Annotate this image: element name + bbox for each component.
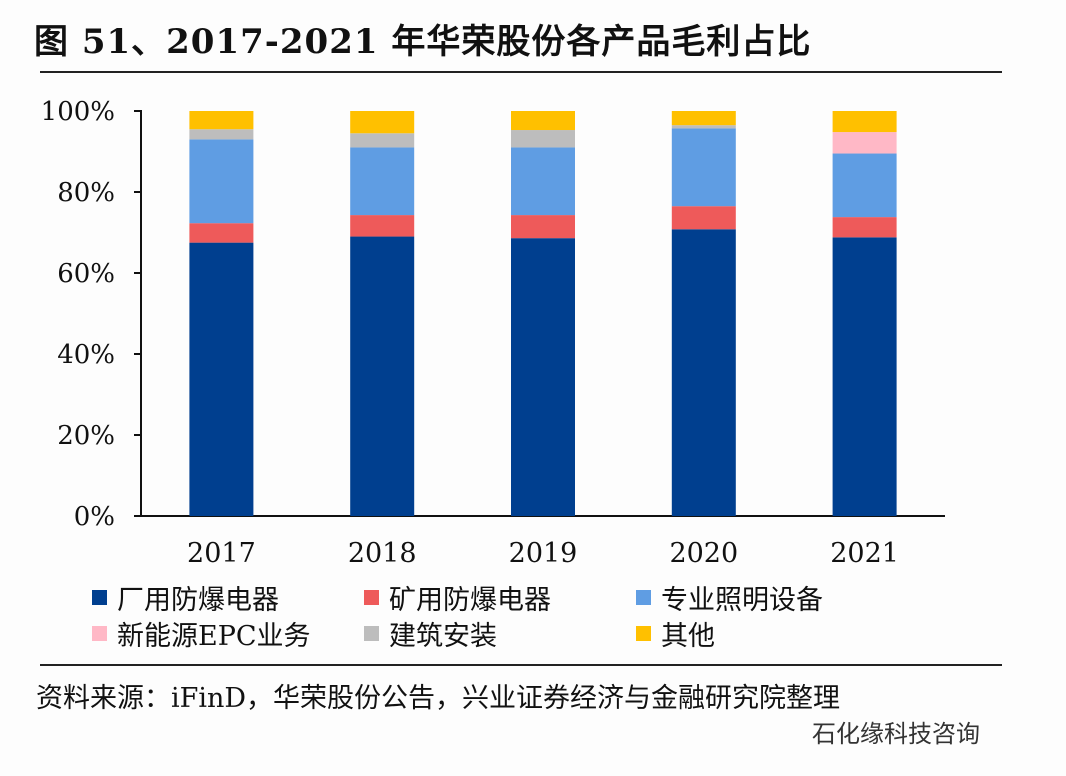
legend-item: 专业照明设备 <box>636 578 823 617</box>
legend-swatch <box>92 626 107 641</box>
bar-segment-2017-0 <box>189 242 254 516</box>
legend-item: 新能源EPC业务 <box>92 614 311 653</box>
legend-item: 矿用防爆电器 <box>364 578 551 617</box>
bar-segment-2017-2 <box>189 139 254 224</box>
legend-item: 其他 <box>636 614 715 653</box>
bar-segment-2018-5 <box>350 111 415 134</box>
bar-segment-2020-0 <box>671 229 736 516</box>
bar-segment-2019-2 <box>511 147 575 216</box>
bar-segment-2017-5 <box>189 111 254 130</box>
legend-item: 建筑安装 <box>364 614 497 653</box>
bar-segment-2020-4 <box>671 125 736 129</box>
y-tick-label: 80% <box>57 178 115 208</box>
bar-segment-2018-0 <box>350 236 415 517</box>
source-divider <box>40 664 1002 666</box>
watermark: 石化缘科技咨询 <box>812 720 980 748</box>
bar-segment-2019-5 <box>511 111 575 131</box>
y-tick-label: 40% <box>57 340 115 370</box>
source-note: 资料来源：iFinD，华荣股份公告，兴业证券经济与金融研究院整理 <box>36 683 841 714</box>
bar-segment-2020-1 <box>671 206 736 230</box>
bar-segment-2018-1 <box>350 215 415 237</box>
bar-segment-2020-2 <box>671 128 736 207</box>
legend-label: 厂用防爆电器 <box>117 585 279 616</box>
y-tick-label: 100% <box>41 97 115 127</box>
x-tick-label: 2020 <box>669 538 738 569</box>
legend-label: 其他 <box>661 621 715 652</box>
bar-segment-2017-4 <box>189 129 254 140</box>
x-tick-label: 2019 <box>509 538 578 569</box>
title-divider <box>40 71 1002 73</box>
legend-item: 厂用防爆电器 <box>92 578 279 617</box>
bar-segment-2017-1 <box>189 223 254 243</box>
legend-swatch <box>364 590 379 605</box>
x-tick-label: 2021 <box>830 538 899 569</box>
y-tick-label: 20% <box>57 421 115 451</box>
bar-segment-2021-0 <box>832 237 897 517</box>
legend-swatch <box>364 626 379 641</box>
chart-title: 图 51、2017-2021 年华荣股份各产品毛利占比 <box>34 22 812 62</box>
legend-swatch <box>92 590 107 605</box>
legend-label: 矿用防爆电器 <box>389 585 551 616</box>
bar-segment-2018-2 <box>350 147 415 216</box>
bar-segment-2019-1 <box>511 215 575 239</box>
bar-segment-2019-0 <box>511 238 575 517</box>
legend-label: 专业照明设备 <box>661 585 823 616</box>
bar-segment-2018-4 <box>350 133 415 148</box>
bar-segment-2021-2 <box>832 153 897 218</box>
y-tick-label: 0% <box>74 502 115 532</box>
bar-segment-2021-3 <box>832 132 897 154</box>
bar-segment-2021-5 <box>832 111 897 133</box>
legend-label: 新能源EPC业务 <box>117 621 311 652</box>
legend-swatch <box>636 626 651 641</box>
bar-segment-2020-5 <box>671 111 736 126</box>
x-tick-label: 2018 <box>348 538 417 569</box>
x-tick-label: 2017 <box>187 538 256 569</box>
bar-segment-2019-4 <box>511 130 575 148</box>
legend-label: 建筑安装 <box>389 621 497 652</box>
bar-segment-2021-1 <box>832 217 897 238</box>
y-tick-label: 60% <box>57 259 115 289</box>
legend-swatch <box>636 590 651 605</box>
stacked-bar-chart: 0% 20% 40% 60% 80% 100% 2017 2018 2019 2020 2021 <box>41 97 945 569</box>
